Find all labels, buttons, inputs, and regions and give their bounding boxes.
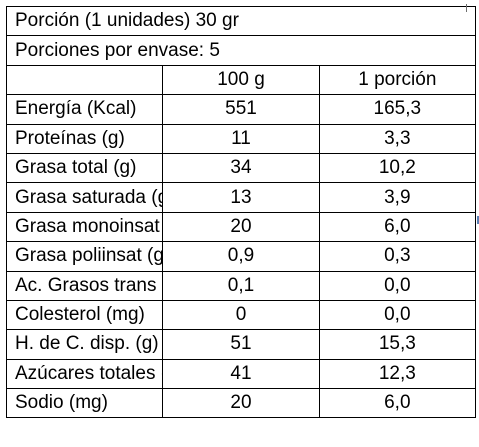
nutrient-value-100g: 0 [162,299,320,331]
nutrient-value-100g: 0,9 [162,241,320,272]
table-row: Grasa poliinsat (g) 0,9 0,3 [5,241,477,272]
nutrient-value-100g: 51 [162,329,320,360]
table-row: Grasa monoinsat (g) 20 6,0 [5,211,477,243]
nutrient-label: Grasa total (g) [5,152,164,184]
nutrient-value-portion: 165,3 [318,94,477,125]
servings-per-container-row: Porciones por envase: 5 [6,35,476,66]
table-row: Grasa saturada (g) 13 3,9 [5,182,477,213]
nutrient-label: Colesterol (mg) [5,299,164,331]
nutrient-value-portion: 12,3 [318,358,477,390]
table-row: Grasa total (g) 34 10,2 [5,152,477,184]
table-row: Ac. Grasos trans (g) 0,1 0,0 [5,270,477,301]
nutrient-value-100g: 551 [162,94,320,125]
nutrient-value-portion: 0,0 [318,270,477,301]
resize-handle-right [477,216,479,224]
nutrient-value-100g: 20 [162,211,320,243]
serving-size: Porción (1 unidades) 30 gr [6,5,476,37]
nutrient-value-100g: 20 [162,388,320,419]
table-row: Colesterol (mg) 0 0,0 [5,299,477,331]
nutrient-label: Sodio (mg) [5,388,164,419]
nutrient-label: Energía (Kcal) [5,94,164,125]
table-row: Proteínas (g) 11 3,3 [5,123,477,154]
table-row: H. de C. disp. (g) 51 15,3 [5,329,477,360]
nutrient-value-portion: 10,2 [318,152,477,184]
serving-size-row: Porción (1 unidades) 30 gr [6,5,476,37]
nutrient-label: Grasa saturada (g) [5,182,164,213]
column-header-row: 100 g 1 porción [5,64,477,96]
nutrient-value-100g: 41 [162,358,320,390]
resize-handle-top [466,4,467,12]
column-header-blank [5,64,164,96]
table-row: Sodio (mg) 20 6,0 [5,388,477,419]
nutrient-label: Grasa poliinsat (g) [5,241,164,272]
column-header-portion: 1 porción [318,64,477,96]
nutrient-label: Proteínas (g) [5,123,164,154]
nutrient-value-portion: 6,0 [318,388,477,419]
column-header-100g: 100 g [162,64,320,96]
table-row: Azúcares totales (g) 41 12,3 [5,358,477,390]
nutrient-value-100g: 11 [162,123,320,154]
nutrition-facts-table: Porción (1 unidades) 30 gr Porciones por… [5,5,477,419]
nutrient-value-100g: 34 [162,152,320,184]
nutrient-value-100g: 0,1 [162,270,320,301]
nutrient-value-100g: 13 [162,182,320,213]
nutrient-value-portion: 0,0 [318,299,477,331]
nutrient-label: Ac. Grasos trans (g) [5,270,164,301]
nutrient-label: H. de C. disp. (g) [5,329,164,360]
nutrient-value-portion: 15,3 [318,329,477,360]
servings-per-container: Porciones por envase: 5 [6,35,476,66]
nutrient-value-portion: 0,3 [318,241,477,272]
nutrient-value-portion: 3,3 [318,123,477,154]
nutrient-value-portion: 6,0 [318,211,477,243]
table-row: Energía (Kcal) 551 165,3 [5,94,477,125]
nutrient-value-portion: 3,9 [318,182,477,213]
nutrient-label: Grasa monoinsat (g) [5,211,164,243]
nutrient-label: Azúcares totales (g) [5,358,164,390]
